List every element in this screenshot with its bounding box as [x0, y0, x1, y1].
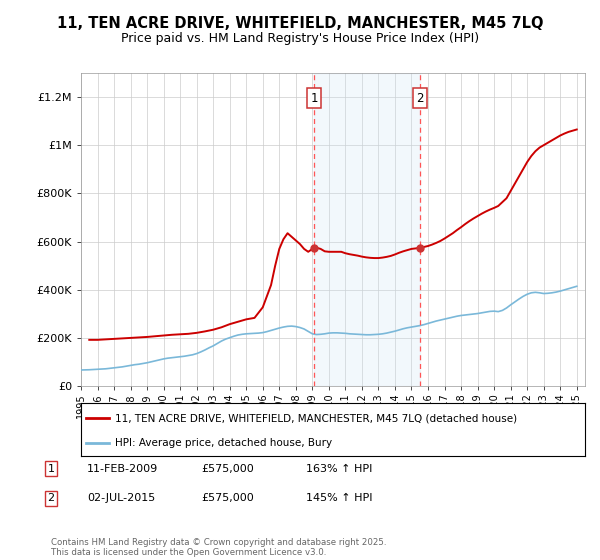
Text: 2: 2	[47, 493, 55, 503]
Text: 11, TEN ACRE DRIVE, WHITEFIELD, MANCHESTER, M45 7LQ: 11, TEN ACRE DRIVE, WHITEFIELD, MANCHEST…	[57, 16, 543, 31]
Text: 2: 2	[416, 92, 424, 105]
Text: Price paid vs. HM Land Registry's House Price Index (HPI): Price paid vs. HM Land Registry's House …	[121, 32, 479, 45]
Text: HPI: Average price, detached house, Bury: HPI: Average price, detached house, Bury	[115, 438, 332, 448]
Text: 11, TEN ACRE DRIVE, WHITEFIELD, MANCHESTER, M45 7LQ (detached house): 11, TEN ACRE DRIVE, WHITEFIELD, MANCHEST…	[115, 413, 517, 423]
Text: 145% ↑ HPI: 145% ↑ HPI	[306, 493, 373, 503]
Text: £575,000: £575,000	[201, 464, 254, 474]
Text: 1: 1	[47, 464, 55, 474]
Text: 11-FEB-2009: 11-FEB-2009	[87, 464, 158, 474]
Bar	[314, 73, 420, 386]
Text: 1: 1	[310, 92, 318, 105]
Text: 163% ↑ HPI: 163% ↑ HPI	[306, 464, 373, 474]
Text: £575,000: £575,000	[201, 493, 254, 503]
Text: Contains HM Land Registry data © Crown copyright and database right 2025.
This d: Contains HM Land Registry data © Crown c…	[51, 538, 386, 557]
Text: 02-JUL-2015: 02-JUL-2015	[87, 493, 155, 503]
